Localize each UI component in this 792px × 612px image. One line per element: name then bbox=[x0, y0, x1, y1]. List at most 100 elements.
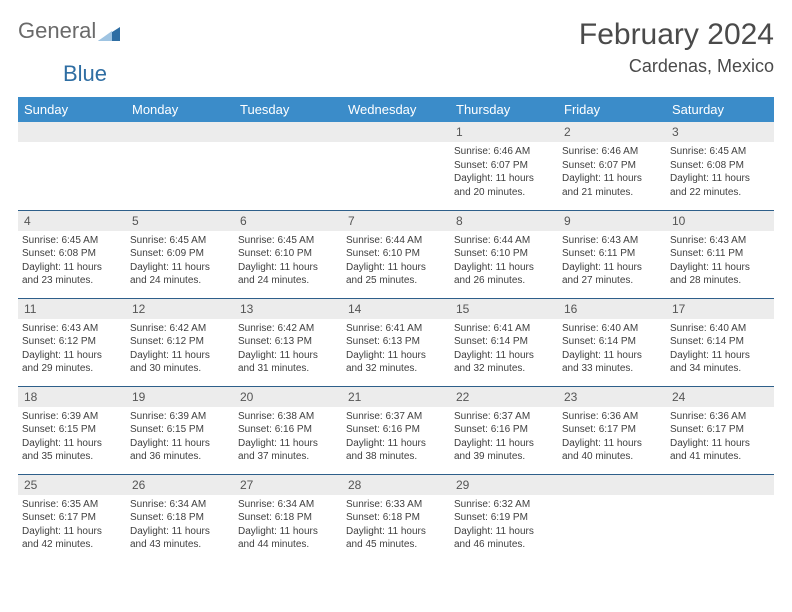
day-details: Sunrise: 6:42 AMSunset: 6:12 PMDaylight:… bbox=[130, 322, 230, 376]
calendar-row: 25 Sunrise: 6:35 AMSunset: 6:17 PMDayligh… bbox=[18, 474, 774, 562]
calendar-row: 1Sunrise: 6:46 AMSunset: 6:07 PMDaylight… bbox=[18, 122, 774, 210]
day-header: Saturday bbox=[666, 97, 774, 122]
day-number: 29 bbox=[450, 475, 558, 495]
day-details: Sunrise: 6:36 AMSunset: 6:17 PMDaylight:… bbox=[562, 410, 662, 464]
calendar-cell: 23 Sunrise: 6:36 AMSunset: 6:17 PMDayligh… bbox=[558, 386, 666, 474]
calendar-cell: 15 Sunrise: 6:41 AMSunset: 6:14 PMDayligh… bbox=[450, 298, 558, 386]
day-details: Sunrise: 6:44 AMSunset: 6:10 PMDaylight:… bbox=[454, 234, 554, 288]
day-number: 11 bbox=[18, 299, 126, 319]
day-details: Sunrise: 6:43 AMSunset: 6:11 PMDaylight:… bbox=[670, 234, 770, 288]
day-details: Sunrise: 6:38 AMSunset: 6:16 PMDaylight:… bbox=[238, 410, 338, 464]
calendar-header-row: SundayMondayTuesdayWednesdayThursdayFrid… bbox=[18, 97, 774, 122]
day-number: 10 bbox=[666, 211, 774, 231]
page-title: February 2024 bbox=[579, 18, 774, 52]
day-details: Sunrise: 6:43 AMSunset: 6:11 PMDaylight:… bbox=[562, 234, 662, 288]
calendar-cell: 10 Sunrise: 6:43 AMSunset: 6:11 PMDayligh… bbox=[666, 210, 774, 298]
day-number: 5 bbox=[126, 211, 234, 231]
day-header: Sunday bbox=[18, 97, 126, 122]
day-details: Sunrise: 6:36 AMSunset: 6:17 PMDaylight:… bbox=[670, 410, 770, 464]
calendar-cell: 11 Sunrise: 6:43 AMSunset: 6:12 PMDayligh… bbox=[18, 298, 126, 386]
day-header: Wednesday bbox=[342, 97, 450, 122]
day-number: 28 bbox=[342, 475, 450, 495]
day-details: Sunrise: 6:40 AMSunset: 6:14 PMDaylight:… bbox=[562, 322, 662, 376]
empty-daynum bbox=[234, 122, 342, 142]
day-number: 27 bbox=[234, 475, 342, 495]
day-details: Sunrise: 6:35 AMSunset: 6:17 PMDaylight:… bbox=[22, 498, 122, 552]
calendar-cell: 29 Sunrise: 6:32 AMSunset: 6:19 PMDayligh… bbox=[450, 474, 558, 562]
day-number: 3 bbox=[666, 122, 774, 142]
day-number: 23 bbox=[558, 387, 666, 407]
day-details: Sunrise: 6:45 AMSunset: 6:08 PMDaylight:… bbox=[670, 145, 770, 199]
calendar-cell: 20Sunrise: 6:38 AMSunset: 6:16 PMDayligh… bbox=[234, 386, 342, 474]
day-details: Sunrise: 6:43 AMSunset: 6:12 PMDaylight:… bbox=[22, 322, 122, 376]
empty-daynum bbox=[342, 122, 450, 142]
calendar-cell bbox=[234, 122, 342, 210]
calendar-cell: 6Sunrise: 6:45 AMSunset: 6:10 PMDaylight… bbox=[234, 210, 342, 298]
calendar-row: 11 Sunrise: 6:43 AMSunset: 6:12 PMDayligh… bbox=[18, 298, 774, 386]
day-number: 7 bbox=[342, 211, 450, 231]
day-number: 19 bbox=[126, 387, 234, 407]
day-header: Monday bbox=[126, 97, 234, 122]
calendar-cell: 5 Sunrise: 6:45 AMSunset: 6:09 PMDaylight… bbox=[126, 210, 234, 298]
calendar-cell: 4Sunrise: 6:45 AMSunset: 6:08 PMDaylight… bbox=[18, 210, 126, 298]
day-details: Sunrise: 6:32 AMSunset: 6:19 PMDaylight:… bbox=[454, 498, 554, 552]
day-number: 9 bbox=[558, 211, 666, 231]
day-details: Sunrise: 6:46 AMSunset: 6:07 PMDaylight:… bbox=[454, 145, 554, 199]
day-number: 24 bbox=[666, 387, 774, 407]
day-details: Sunrise: 6:42 AMSunset: 6:13 PMDaylight:… bbox=[238, 322, 338, 376]
calendar-cell: 14 Sunrise: 6:41 AMSunset: 6:13 PMDayligh… bbox=[342, 298, 450, 386]
calendar-cell: 12 Sunrise: 6:42 AMSunset: 6:12 PMDayligh… bbox=[126, 298, 234, 386]
day-details: Sunrise: 6:41 AMSunset: 6:13 PMDaylight:… bbox=[346, 322, 446, 376]
day-header: Friday bbox=[558, 97, 666, 122]
logo-text-1: General bbox=[18, 18, 96, 44]
day-details: Sunrise: 6:39 AMSunset: 6:15 PMDaylight:… bbox=[130, 410, 230, 464]
day-details: Sunrise: 6:37 AMSunset: 6:16 PMDaylight:… bbox=[346, 410, 446, 464]
calendar-cell: 25 Sunrise: 6:35 AMSunset: 6:17 PMDayligh… bbox=[18, 474, 126, 562]
calendar-cell: 7Sunrise: 6:44 AMSunset: 6:10 PMDaylight… bbox=[342, 210, 450, 298]
day-details: Sunrise: 6:39 AMSunset: 6:15 PMDaylight:… bbox=[22, 410, 122, 464]
day-number: 26 bbox=[126, 475, 234, 495]
calendar-cell: 19 Sunrise: 6:39 AMSunset: 6:15 PMDayligh… bbox=[126, 386, 234, 474]
day-number: 17 bbox=[666, 299, 774, 319]
day-number: 21 bbox=[342, 387, 450, 407]
calendar-cell: 22Sunrise: 6:37 AMSunset: 6:16 PMDayligh… bbox=[450, 386, 558, 474]
calendar-cell: 1Sunrise: 6:46 AMSunset: 6:07 PMDaylight… bbox=[450, 122, 558, 210]
calendar-cell: 24 Sunrise: 6:36 AMSunset: 6:17 PMDayligh… bbox=[666, 386, 774, 474]
empty-daynum bbox=[126, 122, 234, 142]
day-number: 25 bbox=[18, 475, 126, 495]
day-number: 18 bbox=[18, 387, 126, 407]
empty-daynum bbox=[558, 475, 666, 495]
day-details: Sunrise: 6:34 AMSunset: 6:18 PMDaylight:… bbox=[130, 498, 230, 552]
calendar-cell: 3 Sunrise: 6:45 AMSunset: 6:08 PMDaylight… bbox=[666, 122, 774, 210]
calendar-row: 18Sunrise: 6:39 AMSunset: 6:15 PMDayligh… bbox=[18, 386, 774, 474]
calendar-cell: 16 Sunrise: 6:40 AMSunset: 6:14 PMDayligh… bbox=[558, 298, 666, 386]
day-header: Tuesday bbox=[234, 97, 342, 122]
logo-text-2: Blue bbox=[63, 61, 107, 86]
calendar-cell bbox=[18, 122, 126, 210]
calendar-cell bbox=[558, 474, 666, 562]
day-details: Sunrise: 6:45 AMSunset: 6:10 PMDaylight:… bbox=[238, 234, 338, 288]
logo: General bbox=[18, 18, 122, 44]
day-details: Sunrise: 6:40 AMSunset: 6:14 PMDaylight:… bbox=[670, 322, 770, 376]
calendar-row: 4Sunrise: 6:45 AMSunset: 6:08 PMDaylight… bbox=[18, 210, 774, 298]
calendar-cell: 9 Sunrise: 6:43 AMSunset: 6:11 PMDaylight… bbox=[558, 210, 666, 298]
calendar-body: 1Sunrise: 6:46 AMSunset: 6:07 PMDaylight… bbox=[18, 122, 774, 562]
day-number: 12 bbox=[126, 299, 234, 319]
day-details: Sunrise: 6:45 AMSunset: 6:08 PMDaylight:… bbox=[22, 234, 122, 288]
day-number: 13 bbox=[234, 299, 342, 319]
day-details: Sunrise: 6:34 AMSunset: 6:18 PMDaylight:… bbox=[238, 498, 338, 552]
calendar-cell: 28 Sunrise: 6:33 AMSunset: 6:18 PMDayligh… bbox=[342, 474, 450, 562]
day-details: Sunrise: 6:46 AMSunset: 6:07 PMDaylight:… bbox=[562, 145, 662, 199]
day-details: Sunrise: 6:33 AMSunset: 6:18 PMDaylight:… bbox=[346, 498, 446, 552]
day-number: 15 bbox=[450, 299, 558, 319]
triangle-icon bbox=[98, 23, 120, 39]
empty-daynum bbox=[666, 475, 774, 495]
day-header: Thursday bbox=[450, 97, 558, 122]
day-number: 2 bbox=[558, 122, 666, 142]
calendar-cell bbox=[126, 122, 234, 210]
day-details: Sunrise: 6:41 AMSunset: 6:14 PMDaylight:… bbox=[454, 322, 554, 376]
day-number: 14 bbox=[342, 299, 450, 319]
day-details: Sunrise: 6:45 AMSunset: 6:09 PMDaylight:… bbox=[130, 234, 230, 288]
calendar-cell: 13 Sunrise: 6:42 AMSunset: 6:13 PMDayligh… bbox=[234, 298, 342, 386]
day-number: 16 bbox=[558, 299, 666, 319]
